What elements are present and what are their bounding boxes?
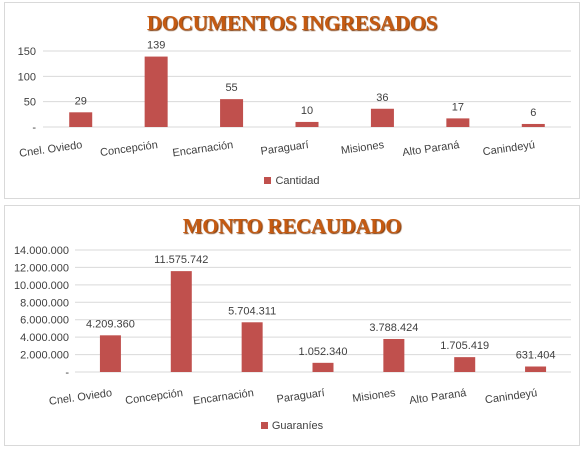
x-category-label: Concepción [125,387,184,407]
y-tick-label: - [32,122,36,134]
data-label: 139 [147,40,165,52]
y-tick-label: 4.000.000 [20,332,69,344]
chart-panel-monto: MONTO RECAUDADO - 2.000.000 4.000.000 6.000… [4,205,580,446]
y-tick-label: - [65,367,69,379]
y-tick-label: 10.000.000 [14,280,69,292]
data-label: 6 [530,107,536,119]
bar [241,322,263,372]
x-category-label: Cnel. Oviedo [48,387,113,408]
y-tick-label: 6.000.000 [20,315,69,327]
legend-swatch [260,421,268,429]
bar [99,335,121,372]
data-label: 5.704.311 [228,305,276,317]
bar [370,108,394,127]
bar [454,357,476,372]
x-category-label: Alto Paraná [402,139,461,159]
data-label: 1.705.419 [440,340,489,352]
y-tick-label: 150 [18,46,36,58]
legend: Guaraníes [5,420,579,432]
x-category-label: Encarnación [172,139,234,159]
bar [521,123,545,127]
legend-swatch [264,176,272,184]
bar [525,366,547,372]
y-tick-label: 100 [18,71,36,83]
x-category-label: Misiones [340,139,385,157]
x-category-label: Paraguarí [276,387,326,406]
x-category-label: Canindeyú [484,387,538,406]
chart-title: MONTO RECAUDADO [182,214,402,238]
data-label: 11.575.742 [154,254,208,266]
bar-chart-monto: - 2.000.000 4.000.000 6.000.000 8.000.000 10.… [14,245,571,408]
x-category-label: Concepción [99,139,158,159]
x-category-label: Encarnación [192,387,254,407]
bar [383,338,405,372]
y-tick-label: 12.000.000 [14,262,69,274]
data-label: 1.052.340 [299,346,348,358]
bar [446,118,470,127]
data-label: 17 [452,101,464,113]
x-category-label: Alto Paraná [409,387,468,407]
bar-chart-documentos: - 50 100 150 29 Cnel. Oviedo 139 Concepción 55 En… [18,40,571,160]
y-tick-label: 14.000.000 [14,245,69,257]
chart-title: DOCUMENTOS INGRESADOS [146,11,438,35]
bar [170,271,192,372]
x-category-label: Cnel. Oviedo [18,139,83,160]
data-label: 3.788.424 [369,322,418,334]
y-tick-label: 2.000.000 [20,350,69,362]
x-category-label: Canindeyú [482,139,536,158]
x-category-label: Misiones [352,387,397,405]
data-label: 29 [75,95,87,107]
bar [69,112,93,127]
data-label: 36 [376,92,388,104]
data-label: 4.209.360 [86,318,135,330]
data-label: 55 [225,82,237,94]
y-tick-label: 8.000.000 [20,297,69,309]
legend: Cantidad [5,175,579,187]
legend-label: Cantidad [275,175,320,187]
bar [312,362,334,372]
legend-label: Guaraníes [271,420,324,432]
data-label: 10 [301,105,313,117]
bar [295,121,319,127]
data-label: 631.404 [516,349,556,361]
chart-panel-documentos: DOCUMENTOS INGRESADOS - 50 100 150 29 Cnel. O… [4,2,580,199]
bar [220,99,244,127]
x-category-label: Paraguarí [260,139,310,158]
bar [144,56,168,127]
y-tick-label: 50 [24,97,36,109]
